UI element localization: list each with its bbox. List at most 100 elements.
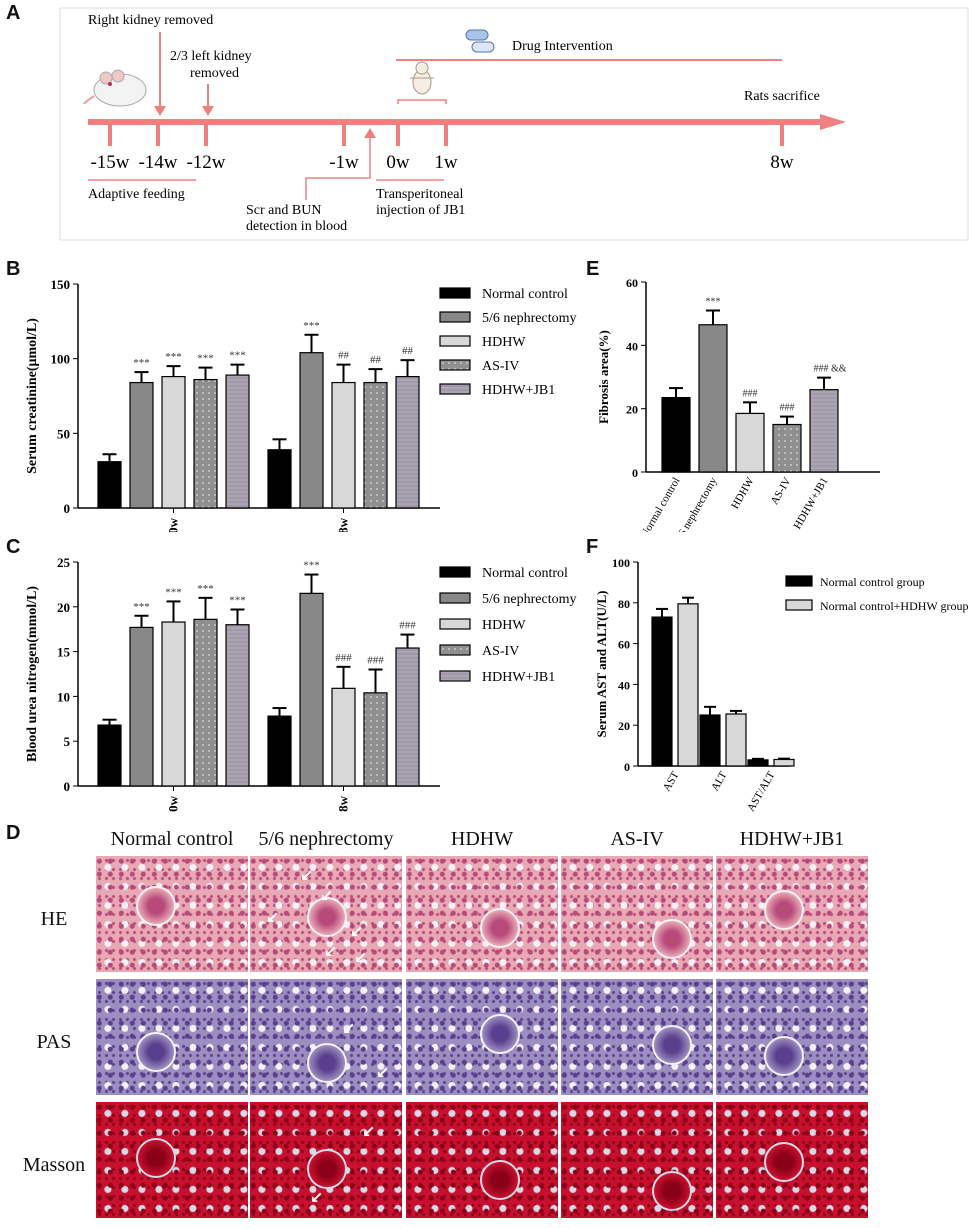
annotation-scr-2: detection in blood	[246, 219, 347, 234]
x-tick-label: Normal control	[638, 476, 682, 533]
annotation-jb1-1: Transperitoneal	[376, 187, 463, 202]
y-tick-label: 20	[57, 600, 70, 615]
bar	[267, 449, 292, 509]
bar	[395, 375, 420, 509]
scr-detection-arrow	[305, 136, 371, 200]
y-tick-label: 100	[51, 352, 71, 367]
timeline-ticks: -15w -14w -12w -1w 0w 1w 8w	[90, 122, 794, 173]
histology-image	[716, 856, 868, 972]
significance-mark: ##	[370, 354, 382, 366]
y-tick-label: 40	[618, 678, 630, 692]
y-tick-label: 15	[57, 645, 71, 660]
bar	[331, 687, 356, 787]
bar	[661, 396, 691, 473]
y-tick-label: 50	[57, 426, 70, 441]
bar	[225, 624, 250, 787]
bar	[299, 592, 324, 787]
significance-mark: ###	[780, 403, 795, 414]
glomerulus	[652, 1171, 692, 1211]
annotation-adaptive: Adaptive feeding	[88, 187, 185, 202]
legend-label: Normal control	[482, 287, 568, 302]
panel-letter-e: E	[586, 258, 600, 280]
chart-serum-ast-alt: 0 20 40 60 80 100 Serum AST and ALT(U/L) AST ALT…	[594, 556, 969, 814]
annotation-left-kidney-2: removed	[190, 66, 239, 81]
glomerulus	[652, 1025, 692, 1065]
bar	[193, 378, 218, 509]
bar	[809, 389, 839, 473]
glomerulus	[136, 1032, 176, 1072]
legend-label: 5/6 nephrectomy	[482, 592, 576, 607]
lesion-arrow-icon: ↙	[266, 908, 280, 927]
rat-injection-icon	[410, 61, 434, 95]
legend-swatch	[439, 644, 471, 656]
glomerulus	[764, 1142, 804, 1182]
histology-image	[406, 856, 558, 972]
y-tick-label: 20	[618, 719, 630, 733]
bar	[698, 324, 728, 473]
histology-image	[406, 1102, 558, 1218]
bar	[97, 724, 122, 787]
rat-icon	[83, 69, 147, 107]
bar	[395, 647, 420, 787]
bar	[363, 381, 388, 509]
histology-column-label: AS-IV	[610, 828, 664, 850]
legend-label: HDHW	[482, 618, 526, 633]
bar	[735, 412, 765, 473]
bar	[331, 381, 356, 509]
significance-mark: ###	[743, 388, 758, 399]
histology-image	[716, 1102, 868, 1218]
histology-row-label: Masson	[22, 1154, 86, 1176]
bar	[699, 714, 721, 767]
significance-mark: ***	[133, 357, 150, 369]
panel-letter-c: C	[6, 536, 21, 558]
histology-image	[561, 856, 713, 972]
bar	[161, 621, 186, 787]
histology-image	[96, 979, 248, 1095]
y-tick-label: 40	[626, 339, 638, 353]
significance-mark: ***	[229, 594, 246, 606]
y-tick-label: 100	[612, 556, 630, 570]
bar	[193, 618, 218, 787]
y-tick-label: 60	[626, 276, 638, 290]
significance-mark: ***	[303, 320, 320, 332]
legend-label: 5/6 nephrectomy	[482, 311, 576, 326]
histology-image	[561, 979, 713, 1095]
y-tick-label: 5	[64, 734, 71, 749]
histology-column-label: HDHW+JB1	[739, 828, 845, 850]
x-tick-label: 8w	[336, 795, 351, 812]
bar	[129, 381, 154, 509]
glomerulus	[136, 886, 176, 926]
chart-blood-urea-nitrogen: 0 5 10 15 20 25 Blood urea nitrogen(mmol/L) 0w *…	[25, 555, 576, 812]
significance-mark: ***	[165, 351, 182, 363]
legend-label: HDHW+JB1	[482, 383, 555, 398]
bar	[772, 423, 802, 473]
glomerulus	[307, 897, 347, 937]
lesion-arrow-icon: ↙	[320, 886, 334, 905]
bar	[651, 616, 673, 767]
significance-mark: ##	[402, 345, 414, 357]
panel-letter-d: D	[6, 822, 21, 844]
timeline-tick-label: -15w	[90, 152, 129, 173]
legend-label: Normal control group	[820, 575, 925, 589]
glomerulus	[136, 1138, 176, 1178]
y-tick-label: 0	[632, 466, 638, 480]
significance-mark: ###	[399, 620, 416, 632]
significance-mark: ***	[706, 297, 721, 308]
lesion-arrow-icon: ↙	[354, 948, 368, 967]
legend-swatch	[439, 592, 471, 604]
panel-letter-f: F	[586, 536, 599, 558]
x-tick-label: AST/ALT	[745, 769, 778, 814]
histology-image: ↙ ↙ ↙ ↙ ↙ ↙	[250, 856, 402, 972]
annotation-left-kidney-1: 2/3 left kidney	[170, 49, 252, 64]
legend-label: HDHW	[482, 335, 526, 350]
lesion-arrow-icon: ↙	[362, 1122, 376, 1141]
injection-bracket	[397, 99, 447, 104]
timeline-frame	[59, 7, 969, 241]
histology-column-label: Normal control	[110, 828, 234, 850]
glomerulus	[480, 908, 520, 948]
y-axis-label: Fibrosis area(%)	[596, 330, 611, 424]
x-tick-label: ALT	[709, 769, 730, 793]
timeline-tick-label: 8w	[770, 152, 794, 173]
lesion-arrow-icon: ↙	[324, 942, 338, 961]
legend-swatch	[785, 575, 813, 587]
